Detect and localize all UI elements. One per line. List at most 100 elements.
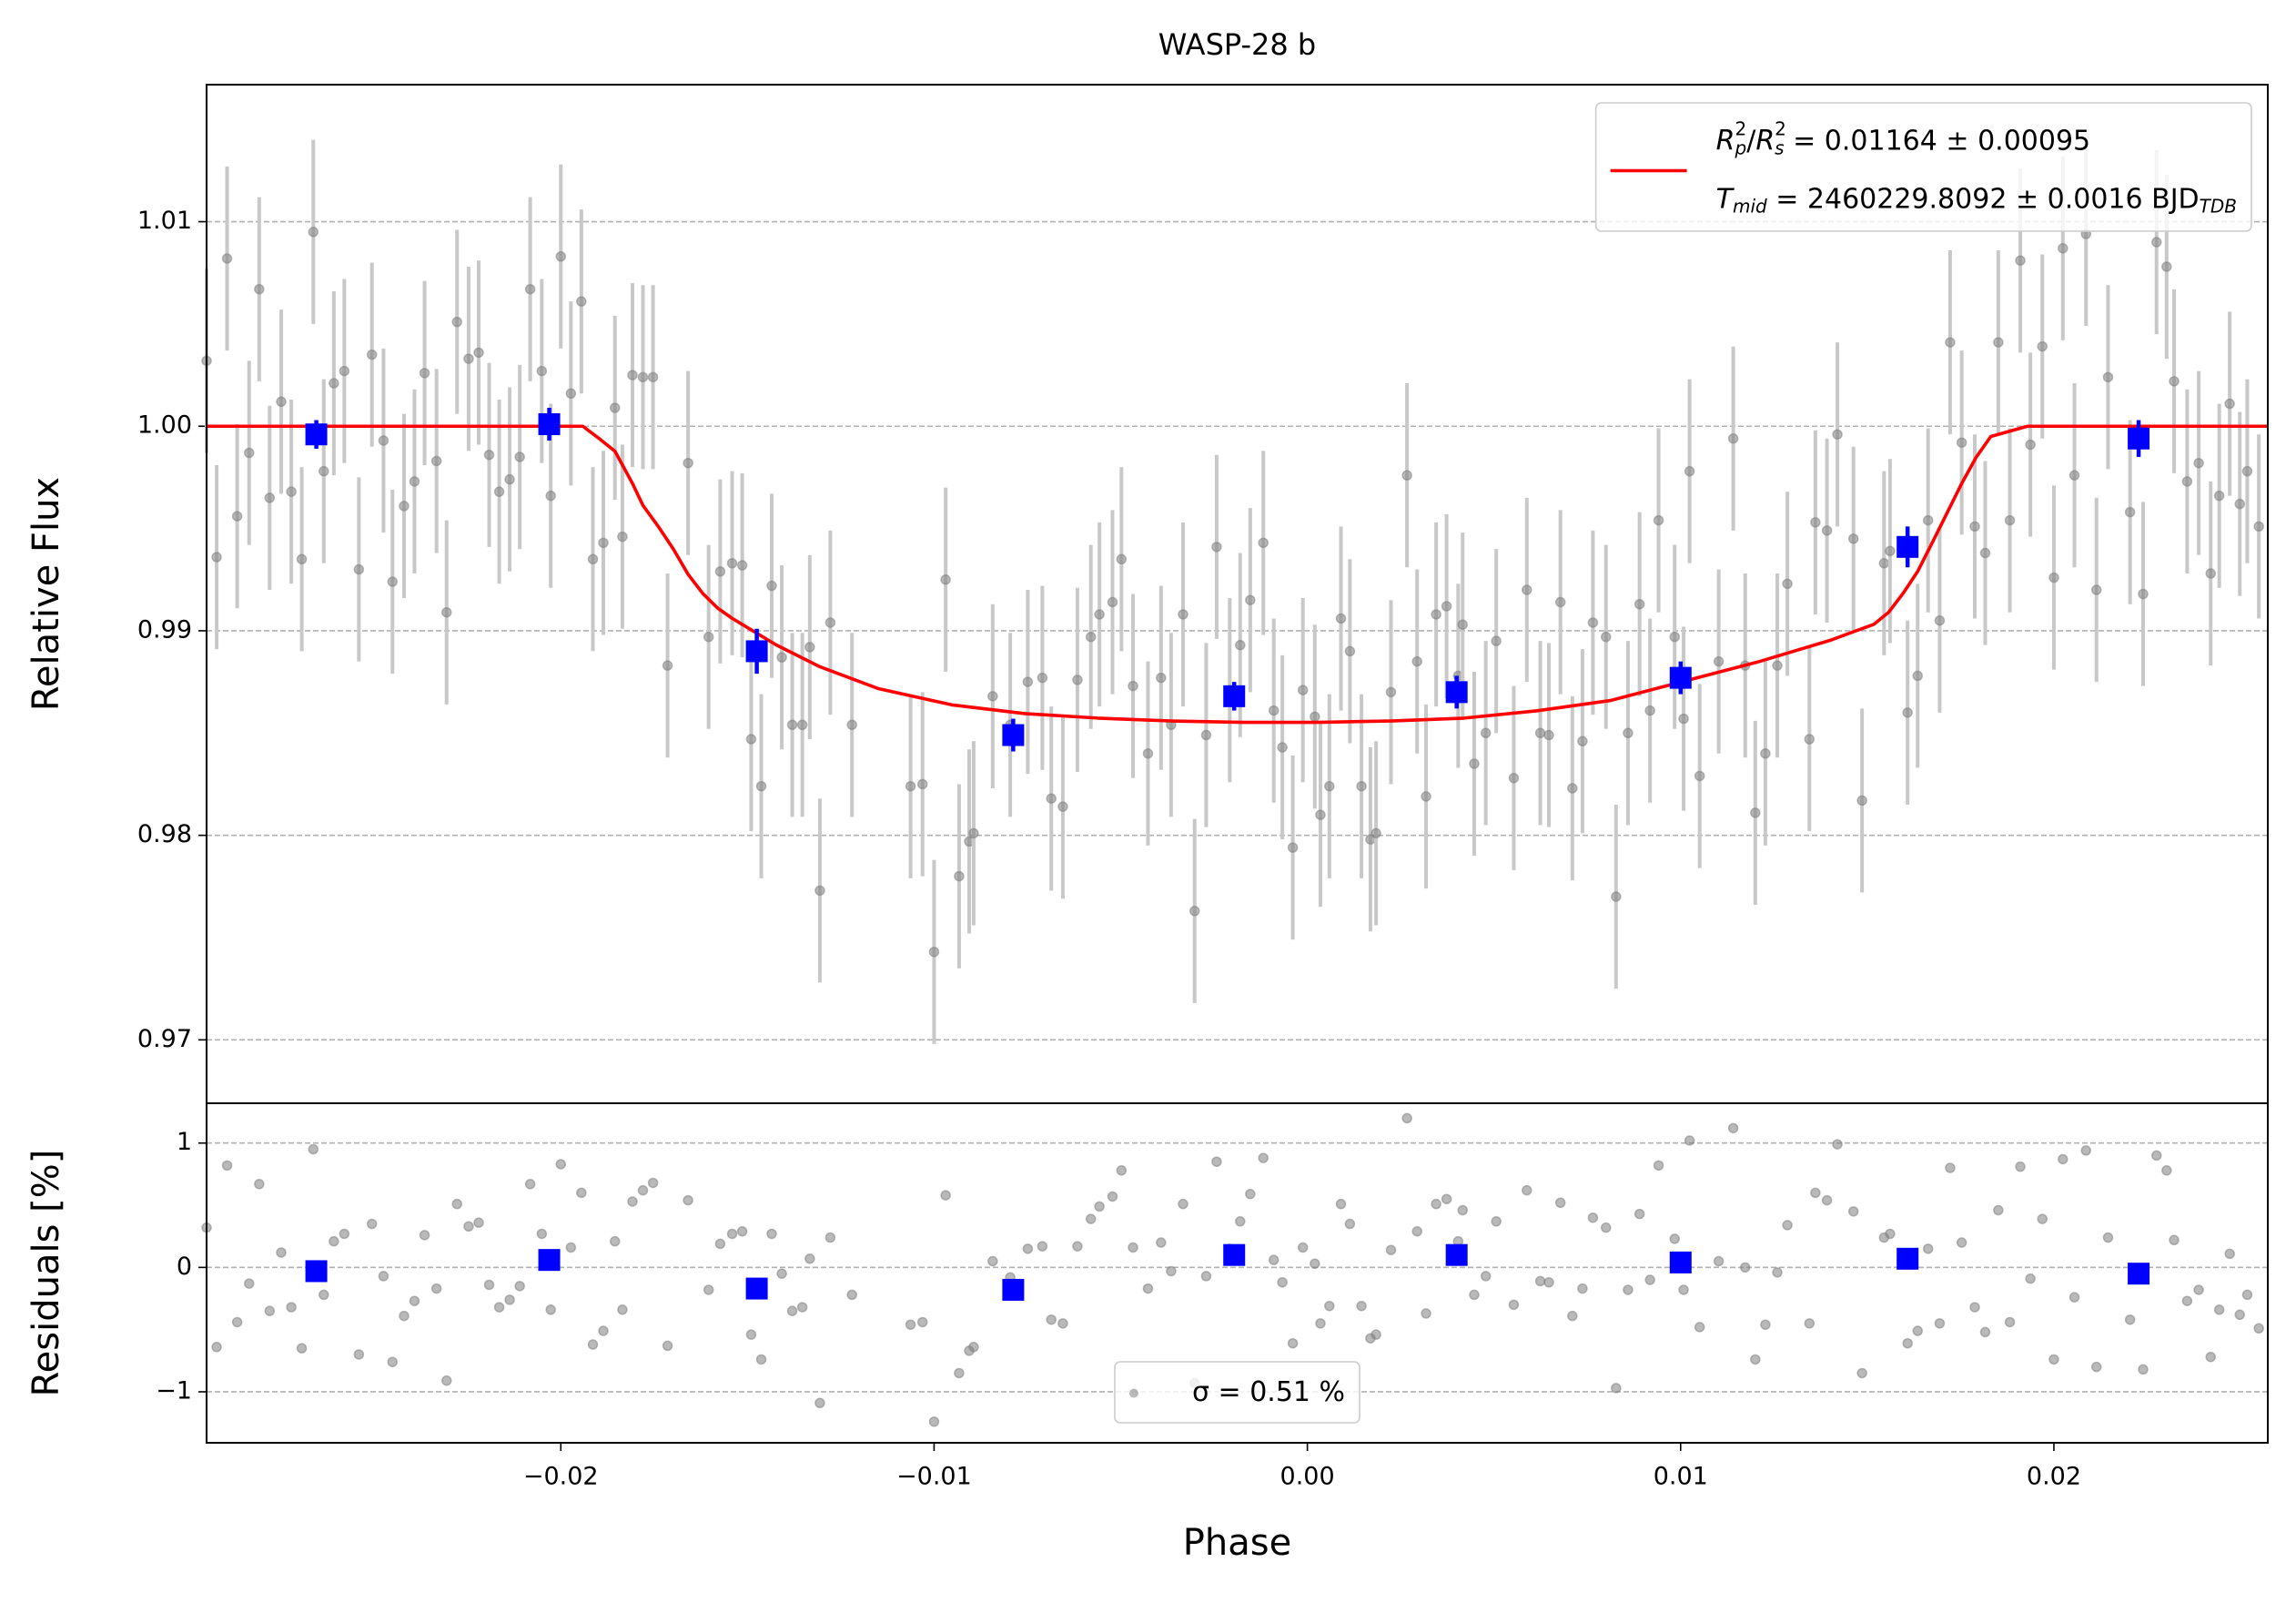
data-point [1912,670,1924,682]
data-point [211,1342,222,1353]
data-point [1094,609,1105,620]
data-point [2090,1361,2102,1373]
data-point [1653,514,1664,526]
data-point [378,1271,389,1282]
data-point [2037,1213,2048,1224]
data-point [2241,1289,2253,1301]
data-point [637,371,649,383]
data-point [609,1235,621,1247]
binned-point [1445,681,1468,704]
data-point [1922,514,1934,526]
data-point [1611,1383,1622,1394]
data-point [1832,1139,1843,1150]
data-point [2004,514,2016,526]
data-point [2213,1304,2225,1315]
axes-frame [206,1102,2269,1444]
binned-point [1669,1251,1692,1273]
data-point [353,1349,365,1360]
data-point [2138,588,2149,600]
data-point [1457,1204,1468,1216]
data-point [703,1284,714,1295]
data-point [2025,1273,2036,1284]
data-point [339,365,350,377]
x-tick-label: −0.01 [896,1463,972,1491]
data-point [1922,1243,1934,1254]
data-point [254,1179,265,1190]
data-point [387,1356,399,1367]
data-point [286,1302,297,1313]
data-point [1072,675,1083,685]
legend-box [1594,102,2252,232]
data-point [2058,1153,2068,1165]
legend-subscript: s [1775,137,1784,158]
data-point [1335,1198,1347,1210]
data-point [1856,795,1867,807]
data-point [1847,533,1859,544]
data-point [1356,780,1367,792]
data-point [755,780,767,792]
data-point [536,365,548,377]
binned-point [1002,1278,1025,1301]
data-point [463,353,474,364]
legend-text: / [1746,125,1756,157]
data-point [545,490,556,502]
data-point [1411,1225,1422,1237]
data-point [804,642,815,653]
data-point [451,316,462,328]
data-point [366,1218,378,1230]
data-point [1178,609,1188,620]
binned-point [1002,724,1025,746]
data-point [1156,1237,1167,1248]
data-point [2205,568,2216,579]
binned-point [305,423,328,446]
data-point [1441,601,1452,612]
data-point [524,1179,536,1190]
data-point [1268,1254,1279,1265]
data-point [1315,1318,1326,1329]
legend-text: R [1755,125,1775,157]
data-point [1297,685,1309,695]
data-point [1277,742,1288,753]
data-point [745,734,757,745]
legend: σ = 0.51 % [1114,1361,1360,1424]
data-point [473,1217,484,1228]
data-point [430,455,442,467]
data-point [1411,655,1422,667]
data-point [905,780,916,792]
legend-text: = 0.01164 ± 0.00095 [1785,125,2091,157]
data-point [2102,371,2114,383]
data-point [1760,748,1771,759]
data-point [440,1375,452,1386]
data-point [2068,470,2080,481]
data-point [1480,727,1492,739]
data-point [1577,736,1588,747]
data-point [714,566,726,577]
data-point [1969,521,1980,533]
data-point [1694,1322,1705,1333]
legend-superscript: 2 [1735,117,1747,139]
data-point [1491,1216,1502,1227]
data-point [736,560,748,571]
model-line [207,424,2268,725]
binned-point [1896,535,1919,558]
y-tick-label: 0.97 [137,1025,192,1053]
data-point [968,827,979,839]
data-point [1178,1198,1188,1210]
data-point [1644,705,1655,716]
data-point [493,486,505,497]
data-point [1554,596,1566,608]
data-point [1810,1187,1821,1199]
data-point [1567,1310,1578,1322]
data-point [1128,1242,1138,1253]
data-point [905,1319,916,1330]
data-point [1188,906,1200,917]
data-point [1371,827,1381,839]
data-point [726,558,738,569]
legend-text: T [1716,183,1735,215]
data-point [714,1238,726,1250]
data-point [1713,1255,1725,1267]
data-point [1979,547,1991,559]
legend-label: Tmid = 2460229.8092 ± 0.0016 BJDTDB [1716,183,2237,217]
data-point [1633,598,1645,610]
data-point [814,885,825,897]
